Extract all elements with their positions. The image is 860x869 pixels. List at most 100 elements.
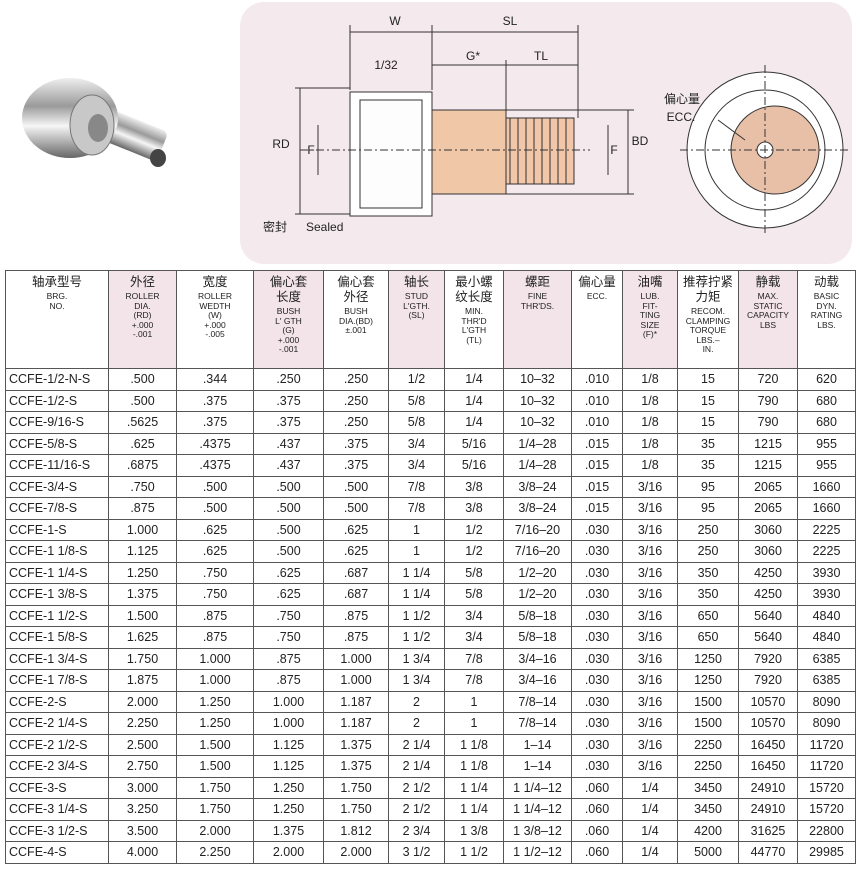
table-cell: 250: [677, 518, 739, 541]
table-cell: 1 1/8: [444, 733, 504, 756]
table-cell: 3/16: [622, 669, 678, 692]
table-cell: 2.750: [108, 755, 177, 778]
header-en-block: RECOM. CLAMPING TORQUE LBS.– IN.: [679, 306, 738, 355]
table-cell: 680: [797, 411, 856, 434]
table-cell: 10–32: [503, 368, 572, 391]
table-cell: 3/4: [388, 454, 445, 477]
table-cell: 3/16: [622, 712, 678, 735]
table-cell: 1.000: [176, 669, 254, 692]
table-cell: .4375: [176, 454, 254, 477]
table-cell: 22800: [797, 819, 856, 842]
table-cell: 2.250: [176, 841, 254, 864]
table-cell: 1250: [677, 669, 739, 692]
table-cell: .500: [323, 497, 389, 520]
dim-label: 1/32: [374, 58, 398, 72]
header-en-block: STUD L'GTH. (SL): [390, 291, 444, 321]
table-cell: .875: [176, 626, 254, 649]
table-cell: .500: [253, 518, 324, 541]
table-cell: 1: [388, 540, 445, 563]
table-cell: 3/8–24: [503, 475, 572, 498]
table-cell: 95: [677, 475, 739, 498]
header-en: MAX.: [757, 291, 779, 301]
table-cell: .030: [571, 626, 623, 649]
table-cell: .500: [176, 497, 254, 520]
table-cell: 1/8: [622, 389, 678, 412]
header-en: FINE: [527, 291, 548, 301]
table-row: CCFE-1 1/2-S 1.500.875.750.875 1 1/2 3/4 5/8…: [5, 604, 856, 627]
header-cell: 轴承型号 BRG. NO.: [5, 270, 109, 369]
table-cell: .750: [108, 475, 177, 498]
table-cell: .4375: [176, 432, 254, 455]
table-cell: 5640: [738, 604, 798, 627]
table-cell: .010: [571, 389, 623, 412]
table-cell: .875: [323, 604, 389, 627]
table-cell: 1.187: [323, 690, 389, 713]
table-cell: 1/4: [444, 389, 504, 412]
header-en-block: ROLLER DIA. (RD) +.000 -.001: [110, 291, 176, 340]
table-cell: 31625: [738, 819, 798, 842]
product-photo: [22, 78, 167, 167]
table-cell: 3/4: [444, 604, 504, 627]
table-cell: 1.250: [176, 712, 254, 735]
table-cell: CCFE-1 1/4-S: [5, 561, 109, 584]
table-row: CCFE-1/2-N-S .500.344.250.250 1/2 1/4 10–32.…: [5, 368, 856, 391]
table-cell: 8090: [797, 712, 856, 735]
table-cell: CCFE-4-S: [5, 841, 109, 864]
table-row: CCFE-1/2-S .500.375.375.250 5/8 1/4 10–32.01…: [5, 389, 856, 412]
header-en: LBS.: [817, 319, 836, 330]
table-cell: 1.000: [176, 647, 254, 670]
table-cell: 955: [797, 432, 856, 455]
table-cell: 35: [677, 454, 739, 477]
table-cell: 5/8: [388, 411, 445, 434]
table-cell: 3/4–16: [503, 647, 572, 670]
table-cell: .344: [176, 368, 254, 391]
table-cell: 15: [677, 389, 739, 412]
table-row: CCFE-1 1/4-S 1.250.750.625.687 1 1/4 5/8 1/2…: [5, 561, 856, 584]
table-cell: 1 1/8: [444, 755, 504, 778]
table-cell: .250: [323, 411, 389, 434]
table-cell: .060: [571, 776, 623, 799]
table-cell: 3/16: [622, 561, 678, 584]
table-row: CCFE-1 3/4-S 1.750 1.000.875 1.000 1 3/4 7/8 3…: [5, 647, 856, 670]
table-row: CCFE-2-S 2.000 1.250 1.000 1.187 2 1 7/8–14.030…: [5, 690, 856, 713]
table-cell: 1.750: [176, 776, 254, 799]
table-cell: 1215: [738, 432, 798, 455]
table-cell: 2 1/4: [388, 755, 445, 778]
table-cell: 1.750: [323, 798, 389, 821]
table-cell: 2 1/2: [388, 776, 445, 799]
table-cell: CCFE-11/16-S: [5, 454, 109, 477]
header-en: THR'D: [461, 315, 487, 326]
table-cell: 1.125: [108, 540, 177, 563]
header-zh: 力矩: [695, 290, 721, 304]
table-cell: 720: [738, 368, 798, 391]
header-en: DIA.(BD): [339, 315, 373, 326]
table-cell: 1.250: [176, 690, 254, 713]
table-cell: 35: [677, 432, 739, 455]
table-cell: 3 1/2: [388, 841, 445, 864]
table-cell: .625: [253, 561, 324, 584]
table-row: CCFE-1 1/8-S 1.125.625.500.625 1 1/2 7/16–20…: [5, 540, 856, 563]
table-cell: 10–32: [503, 389, 572, 412]
header-en: BRG.: [46, 291, 68, 301]
table-cell: .015: [571, 497, 623, 520]
table-cell: .030: [571, 755, 623, 778]
header-zh: 静载: [755, 275, 781, 289]
table-cell: 15720: [797, 776, 856, 799]
table-cell: 2.000: [108, 690, 177, 713]
table-cell: 7920: [738, 669, 798, 692]
table-cell: CCFE-1 7/8-S: [5, 669, 109, 692]
table-cell: CCFE-2-S: [5, 690, 109, 713]
table-row: CCFE-3 1/2-S 3.500 2.000 1.375 1.812 2 3/4 1 3…: [5, 819, 856, 842]
table-cell: 1/4: [622, 841, 678, 864]
table-cell: .030: [571, 712, 623, 735]
table-row: CCFE-2 1/4-S 2.250 1.250 1.000 1.187 2 1 7/8–14…: [5, 712, 856, 735]
table-cell: CCFE-9/16-S: [5, 411, 109, 434]
table-cell: 2: [388, 690, 445, 713]
header-row: 轴承型号 BRG. NO. 外径 ROLLER DIA. (RD) +.000 -.001 宽度 R…: [5, 270, 856, 369]
table-cell: 29985: [797, 841, 856, 864]
table-cell: 1.250: [108, 561, 177, 584]
table-cell: 1 1/2–12: [503, 841, 572, 864]
table-row: CCFE-1 3/8-S 1.375.750.625.687 1 1/4 5/8 1/2…: [5, 583, 856, 606]
table-cell: CCFE-1 3/8-S: [5, 583, 109, 606]
header-cell: 外径 ROLLER DIA. (RD) +.000 -.001: [108, 270, 177, 369]
